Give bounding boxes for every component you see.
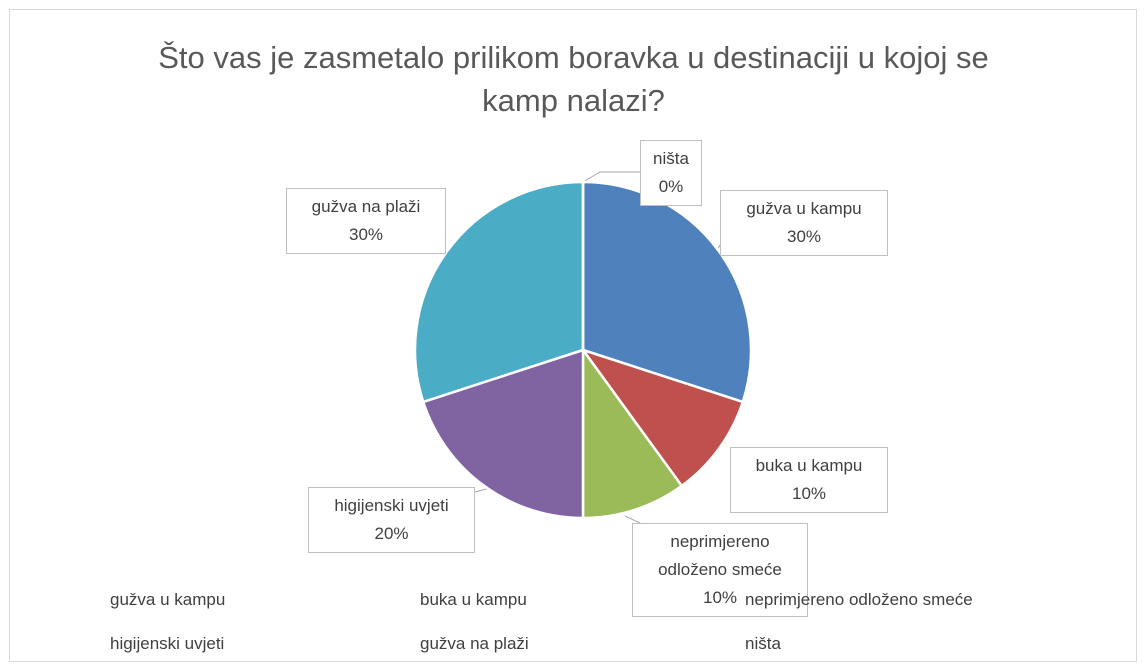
data-label: ništa 0% xyxy=(640,140,702,206)
data-label: gužva u kampu 30% xyxy=(720,190,888,256)
data-label-category: ništa xyxy=(653,149,689,168)
data-label-category: neprimjereno odloženo smeće xyxy=(658,532,782,579)
data-label: gužva na plaži 30% xyxy=(286,188,446,254)
data-label-category: higijenski uvjeti xyxy=(334,496,449,515)
chart-title: Što vas je zasmetalo prilikom boravka u … xyxy=(158,40,989,118)
data-label: higijenski uvjeti 20% xyxy=(308,487,475,553)
legend-label: neprimjereno odloženo smeće xyxy=(745,590,973,609)
legend-label: ništa xyxy=(745,634,781,653)
data-label-category: buka u kampu xyxy=(755,456,863,475)
data-label-value: 30% xyxy=(348,225,384,244)
leader-line xyxy=(624,515,641,524)
pie-slice xyxy=(579,347,745,488)
pie-slice xyxy=(421,348,585,520)
pie-slice xyxy=(581,346,684,520)
data-label-value: 20% xyxy=(374,524,409,543)
legend-item: buka u kampu xyxy=(420,590,527,610)
data-label-category: gužva na plaži xyxy=(311,197,421,216)
data-label: neprimjereno odloženo smeće 10% xyxy=(632,523,808,617)
legend-item: neprimjereno odloženo smeće xyxy=(745,590,973,610)
leader-line xyxy=(582,171,640,183)
data-label-value: 30% xyxy=(786,227,822,246)
legend-label: buka u kampu xyxy=(420,590,527,609)
pie-slice xyxy=(413,180,585,404)
data-label-value: 0% xyxy=(658,177,684,196)
data-label-value: 10% xyxy=(702,588,738,607)
legend-label: higijenski uvjeti xyxy=(110,634,225,653)
legend-label: gužva u kampu xyxy=(110,590,226,609)
data-label-category: gužva u kampu xyxy=(746,199,862,218)
legend-item: gužva na plaži xyxy=(420,634,529,654)
legend-item: higijenski uvjeti xyxy=(110,634,224,654)
legend-label: gužva na plaži xyxy=(420,634,529,653)
data-label: buka u kampu 10% xyxy=(730,447,888,513)
data-label-value: 10% xyxy=(791,484,827,503)
legend-item: gužva u kampu xyxy=(110,590,225,610)
legend-item: ništa xyxy=(745,634,781,654)
pie-slice xyxy=(581,180,753,404)
